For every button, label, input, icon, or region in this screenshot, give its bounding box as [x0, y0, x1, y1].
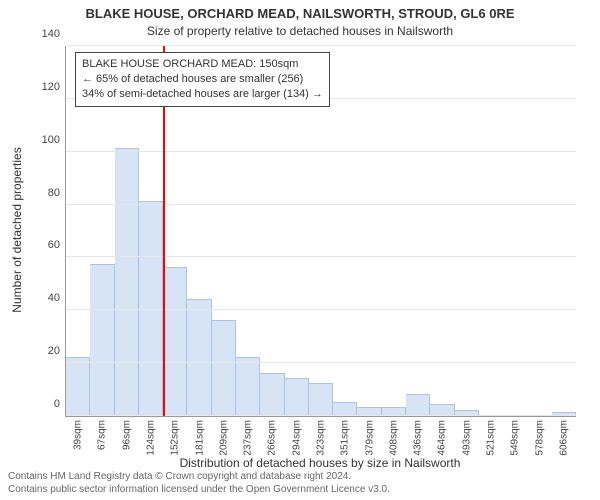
- histogram-bar: [285, 378, 309, 416]
- histogram-bar: [406, 394, 430, 416]
- x-tick-label: 379sqm: [364, 420, 375, 456]
- y-gridline: [66, 309, 576, 310]
- chart-container: BLAKE HOUSE, ORCHARD MEAD, NAILSWORTH, S…: [0, 0, 600, 500]
- x-tick-label: 96sqm: [121, 420, 132, 450]
- histogram-bar: [333, 402, 357, 416]
- y-tick-label: 20: [48, 345, 60, 357]
- histogram-bar: [260, 373, 284, 416]
- x-tick-label: 464sqm: [437, 420, 448, 456]
- histogram-bar: [163, 267, 187, 416]
- x-tick-label: 209sqm: [218, 420, 229, 456]
- x-tick-label: 237sqm: [243, 420, 254, 456]
- x-tick-label: 294sqm: [291, 420, 302, 456]
- footer-line-1: Contains HM Land Registry data © Crown c…: [8, 471, 390, 484]
- histogram-bar: [309, 383, 333, 416]
- histogram-bar: [66, 357, 90, 416]
- y-gridline: [66, 256, 576, 257]
- x-tick-label: 67sqm: [97, 420, 108, 450]
- histogram-bar: [90, 264, 114, 416]
- x-tick-label: 606sqm: [558, 420, 569, 456]
- annotation-line: ← 65% of detached houses are smaller (25…: [82, 72, 323, 87]
- x-tick-label: 493sqm: [461, 420, 472, 456]
- chart-subtitle: Size of property relative to detached ho…: [0, 24, 600, 38]
- x-tick-label: 578sqm: [534, 420, 545, 456]
- footer-line-2: Contains public sector information licen…: [8, 484, 390, 497]
- annotation-line: BLAKE HOUSE ORCHARD MEAD: 150sqm: [82, 57, 323, 72]
- x-tick-label: 323sqm: [316, 420, 327, 456]
- y-tick-label: 60: [48, 239, 60, 251]
- y-tick-label: 100: [42, 134, 60, 146]
- y-gridline: [66, 45, 576, 46]
- x-tick-label: 181sqm: [194, 420, 205, 456]
- annotation-box: BLAKE HOUSE ORCHARD MEAD: 150sqm← 65% of…: [75, 52, 330, 107]
- x-tick-label: 549sqm: [510, 420, 521, 456]
- y-axis-label: Number of detached properties: [10, 147, 24, 312]
- x-tick-label: 266sqm: [267, 420, 278, 456]
- y-gridline: [66, 151, 576, 152]
- x-tick-label: 351sqm: [340, 420, 351, 456]
- histogram-bar: [212, 320, 236, 416]
- x-tick-label: 521sqm: [486, 420, 497, 456]
- y-gridline: [66, 362, 576, 363]
- annotation-line: 34% of semi-detached houses are larger (…: [82, 87, 323, 102]
- x-axis-title: Distribution of detached houses by size …: [65, 456, 575, 470]
- footer-attribution: Contains HM Land Registry data © Crown c…: [8, 471, 390, 496]
- x-tick-label: 39sqm: [73, 420, 84, 450]
- y-tick-label: 0: [54, 398, 60, 410]
- histogram-bar: [236, 357, 260, 416]
- x-tick-label: 408sqm: [388, 420, 399, 456]
- x-tick-label: 124sqm: [146, 420, 157, 456]
- y-tick-label: 40: [48, 292, 60, 304]
- histogram-bar: [115, 148, 139, 416]
- y-gridline: [66, 415, 576, 416]
- histogram-bar: [187, 299, 211, 416]
- y-tick-label: 140: [42, 28, 60, 40]
- y-tick-label: 120: [42, 81, 60, 93]
- y-tick-label: 80: [48, 187, 60, 199]
- x-tick-label: 436sqm: [413, 420, 424, 456]
- y-gridline: [66, 204, 576, 205]
- chart-title: BLAKE HOUSE, ORCHARD MEAD, NAILSWORTH, S…: [0, 6, 600, 21]
- x-tick-label: 152sqm: [170, 420, 181, 456]
